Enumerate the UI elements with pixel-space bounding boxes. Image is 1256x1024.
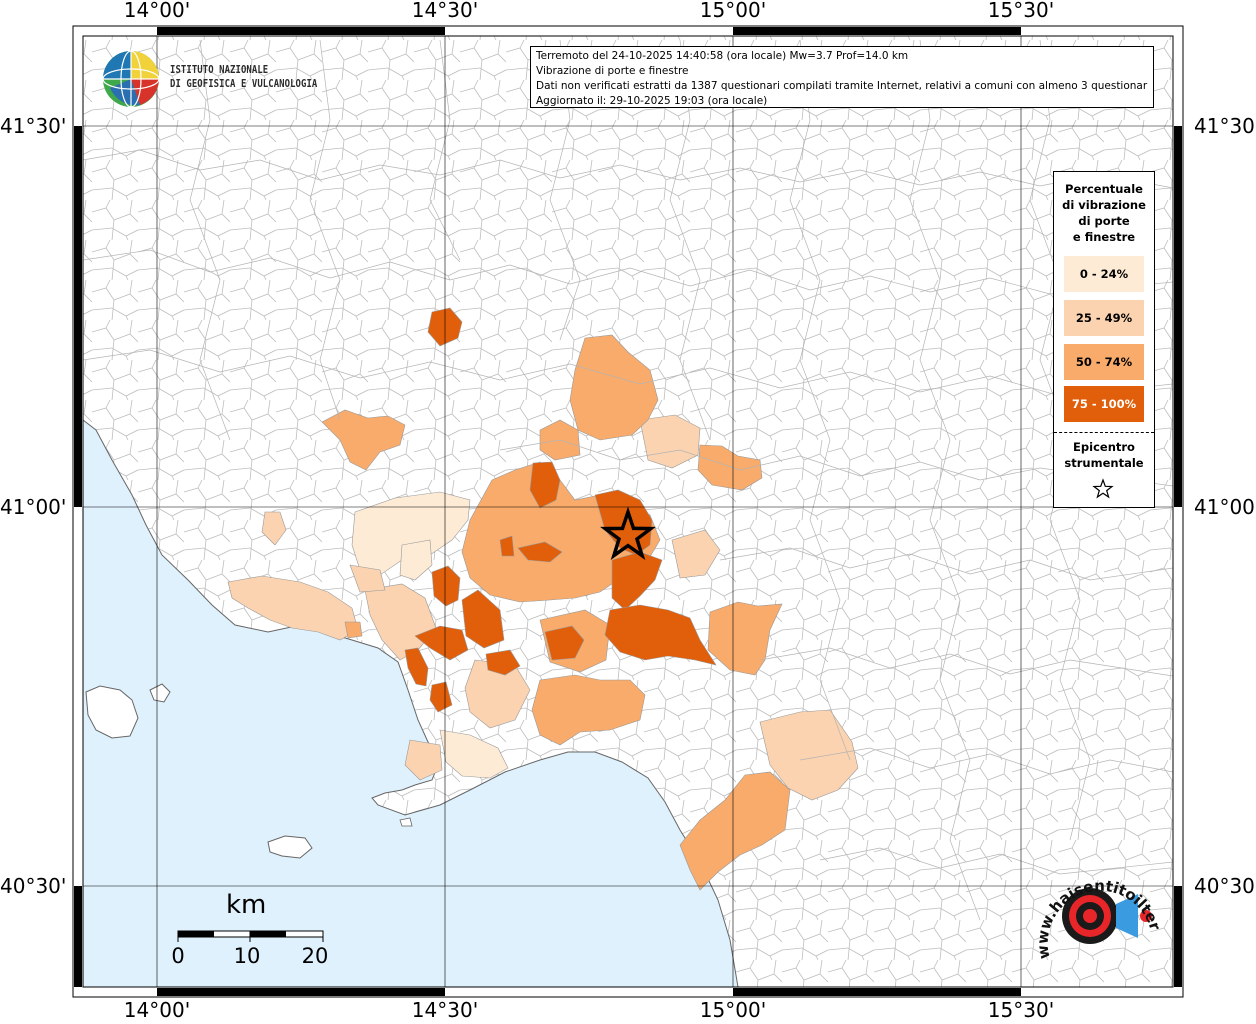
lon-label-bottom-2: 14°30' bbox=[411, 998, 479, 1022]
lon-label-top-4: 15°30' bbox=[987, 0, 1055, 22]
ingv-name-line1: ISTITUTO NAZIONALE bbox=[170, 64, 269, 76]
lat-label-right-3: 40°30' bbox=[1194, 874, 1256, 898]
legend-title-line: di vibrazione bbox=[1062, 198, 1146, 212]
legend-title: Percentuale di vibrazione di porte e fin… bbox=[1054, 181, 1154, 245]
legend-title-line: Percentuale bbox=[1065, 182, 1143, 196]
lat-label-left-1: 41°30' bbox=[0, 114, 67, 138]
data-source-note: Dati non verificati estratti da 1387 que… bbox=[536, 80, 1148, 92]
lon-label-bottom-3: 15°00' bbox=[699, 998, 767, 1022]
lat-label-left-3: 40°30' bbox=[0, 874, 67, 898]
scale-unit: km bbox=[226, 890, 267, 920]
update-time: Aggiornato il: 29-10-2025 19:03 (ora loc… bbox=[536, 95, 768, 107]
class-0-24-areas bbox=[351, 491, 509, 779]
scale-bar: km 0 10 20 bbox=[170, 890, 340, 970]
scale-tick-10: 10 bbox=[233, 944, 261, 968]
legend-divider bbox=[1054, 432, 1154, 433]
legend-epicenter-line: strumentale bbox=[1064, 456, 1144, 470]
legend-class-0-24: 0 - 24% bbox=[1064, 256, 1144, 292]
ischia-island bbox=[85, 685, 139, 739]
lon-label-top-1: 14°00' bbox=[123, 0, 191, 22]
map-subject: Vibrazione di porte e finestre bbox=[536, 65, 689, 77]
scale-graphic bbox=[177, 930, 324, 942]
lon-label-bottom-1: 14°00' bbox=[123, 998, 191, 1022]
legend-class-75-100: 75 - 100% bbox=[1064, 386, 1144, 422]
ingv-name-line2: DI GEOFISICA E VULCANOLOGIA bbox=[170, 78, 318, 90]
legend-class-50-74: 50 - 74% bbox=[1064, 344, 1144, 380]
event-info-box: Terremoto del 24-10-2025 14:40:58 (ora l… bbox=[530, 46, 1154, 108]
map-legend: Percentuale di vibrazione di porte e fin… bbox=[1053, 171, 1155, 508]
lat-label-left-2: 41°00' bbox=[0, 495, 67, 519]
legend-title-line: e finestre bbox=[1072, 230, 1136, 244]
tyrrhenian-sea bbox=[83, 419, 739, 987]
legend-epicenter-label: Epicentro strumentale bbox=[1054, 439, 1154, 471]
lat-label-right-1: 41°30' bbox=[1194, 114, 1256, 138]
legend-class-label: 50 - 74% bbox=[1075, 355, 1133, 369]
haisentito-logo: www.haisentitoilterremoto.it bbox=[1028, 858, 1165, 960]
legend-title-line: di porte bbox=[1078, 214, 1130, 228]
legend-class-label: 0 - 24% bbox=[1079, 267, 1129, 281]
lon-label-bottom-4: 15°30' bbox=[987, 998, 1055, 1022]
procida-island bbox=[149, 683, 171, 703]
star-icon bbox=[1092, 478, 1114, 499]
legend-class-25-49: 25 - 49% bbox=[1064, 300, 1144, 336]
class-25-49-areas bbox=[227, 414, 859, 801]
event-summary: Terremoto del 24-10-2025 14:40:58 (ora l… bbox=[536, 50, 909, 62]
scale-tick-0: 0 bbox=[171, 944, 185, 968]
class-50-74-areas bbox=[321, 334, 791, 891]
capri-island bbox=[267, 835, 313, 859]
scale-tick-20: 20 bbox=[301, 944, 329, 968]
lon-label-top-3: 15°00' bbox=[699, 0, 767, 22]
legend-class-label: 25 - 49% bbox=[1075, 311, 1133, 325]
lat-label-right-2: 41°00' bbox=[1194, 495, 1256, 519]
legend-class-label: 75 - 100% bbox=[1071, 397, 1137, 411]
globe-icon bbox=[102, 50, 160, 108]
lon-label-top-2: 14°30' bbox=[411, 0, 479, 22]
ingv-logo: ISTITUTO NAZIONALE DI GEOFISICA E VULCAN… bbox=[100, 48, 318, 110]
legend-epicenter-line: Epicentro bbox=[1073, 440, 1135, 454]
epicenter-star-icon bbox=[600, 506, 656, 561]
